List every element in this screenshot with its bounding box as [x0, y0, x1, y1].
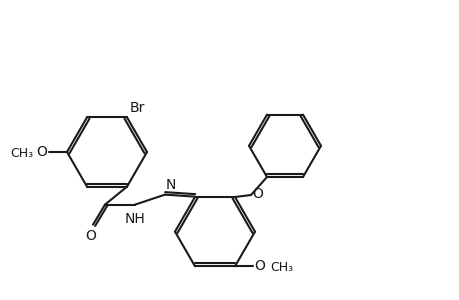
Text: NH: NH [124, 212, 145, 226]
Text: N: N [166, 178, 176, 192]
Text: O: O [36, 145, 47, 159]
Text: Br: Br [130, 101, 145, 116]
Text: O: O [252, 187, 262, 201]
Text: O: O [85, 229, 96, 243]
Text: CH₃: CH₃ [10, 146, 33, 160]
Text: O: O [253, 259, 264, 273]
Text: CH₃: CH₃ [269, 261, 292, 274]
